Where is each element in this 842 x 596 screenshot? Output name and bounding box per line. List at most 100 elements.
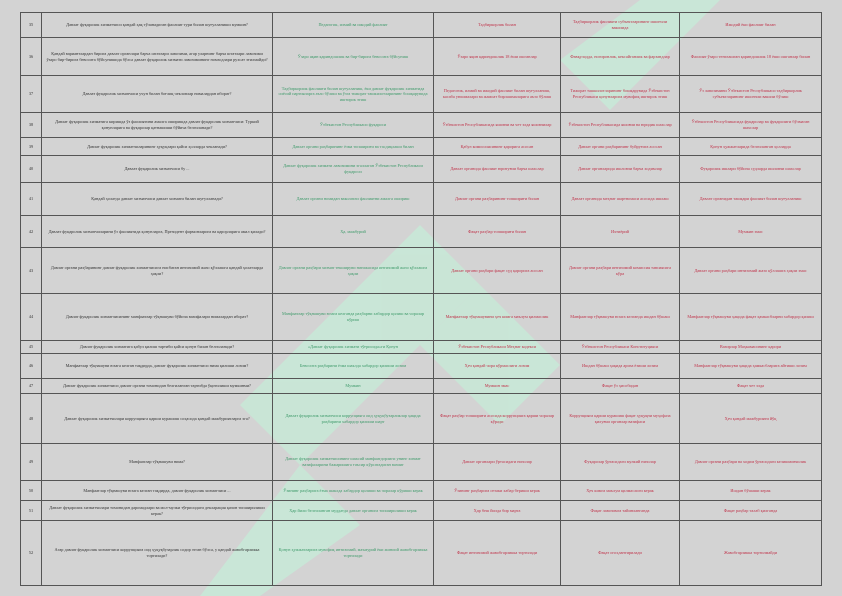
question-number: 52 (20, 520, 42, 586)
table-row: 38 Давлат фуқаролик хизматига киришда ўз … (20, 112, 822, 138)
correct-answer: Давлат органи раҳбарининг ёзма топшириғи… (272, 137, 434, 156)
table-row: 39 Давлат фуқаролик хизматчиларининг ҳуқу… (20, 137, 822, 156)
question-number: 35 (20, 12, 42, 38)
wrong-answer: Жавобгарликка тортилмайди (679, 520, 822, 586)
table-row: 36 Қандай вариантлардан бирига давлат орг… (20, 37, 822, 76)
wrong-answer: Тижорат ташкилотларининг бошқарувида Ўзб… (560, 75, 680, 113)
wrong-answer: Ихтиёрий (560, 215, 680, 248)
table-row: 35 Давлат фуқаролик хизматчиси қандай ҳақ… (20, 12, 822, 38)
question-number: 43 (20, 247, 42, 294)
wrong-answer: Фуқаролик ишлари бўйича судларда ишловчи… (679, 155, 822, 183)
correct-answer: Манфаатлар тўқнашуви юзага келганда раҳб… (272, 293, 434, 341)
wrong-answer: Давлат органи раҳбари интизомий комиссия… (560, 247, 680, 294)
question-text: Давлат фуқаролик хизматига қабул қилиш т… (41, 340, 273, 354)
table-row: 52 Агар давлат фуқаролик хизматчиси корру… (20, 520, 822, 586)
wrong-answer: Ўзбекистон Республикаси Меҳнат кодекси (433, 340, 561, 354)
table-row: 48 Давлат фуқаролик хизматчилари коррупци… (20, 393, 822, 444)
question-number: 38 (20, 112, 42, 138)
wrong-answer: Ҳеч қандай чора кўрмаслиги лозим (433, 353, 561, 379)
question-text: Давлат фуқаролик хизматчиларини ўз фаоли… (41, 215, 273, 248)
wrong-answer: Ҳеч қандай мажбурияти йўқ (679, 393, 822, 444)
wrong-answer: Қонун ҳужжатларида белгиланган ҳолларда (679, 137, 822, 156)
wrong-answer: Давлат органи раҳбари интизомий жазо қўл… (679, 247, 822, 294)
wrong-answer: Фақат лавозимга тайинланганда (560, 500, 680, 521)
correct-answer: Мумкин (272, 378, 434, 394)
question-text: Давлат фуқаролик хизматчиси қандай ҳақ т… (41, 12, 273, 38)
question-text: Қандай вариантлардан бирига давлат орган… (41, 37, 273, 76)
wrong-answer: Фақат интизомий жавобгарликка тортилади (433, 520, 561, 586)
table-row: 42 Давлат фуқаролик хизматчиларини ўз фао… (20, 215, 822, 248)
table-row: 45 Давлат фуқаролик хизматига қабул қилиш… (20, 340, 822, 354)
wrong-answer: Тадбиркорлик билан (433, 12, 561, 38)
wrong-answer: Ишдан бўшаш ҳақида ариза ёзиши лозим (560, 353, 680, 379)
correct-answer: Давлат фуқаролик хизматчисининг шахсий м… (272, 443, 434, 481)
question-text: Манфаатлар тўқнашуви нима? (41, 443, 273, 481)
wrong-answer: Ўзбекистон Республикасида фуқаролар ва ф… (679, 112, 822, 138)
table-row: 47 Давлат фуқаролик хизматчиси давлат орг… (20, 378, 822, 394)
correct-answer: Қонун ҳужжатларига мувофиқ интизомий, ма… (272, 520, 434, 586)
table-row: 43 Давлат органи раҳбарининг давлат фуқар… (20, 247, 822, 294)
question-number: 46 (20, 353, 42, 379)
wrong-answer: Коррупцияга қарши курашиш фақат ҳуқуқни … (560, 393, 680, 444)
correct-answer: Тадбиркорлик фаолияти билан шуғулланиш, … (272, 75, 434, 113)
wrong-answer: Фақат раҳбар талаб қилганда (679, 500, 822, 521)
wrong-answer: Манфаатлар тўқнашуви ҳақида фақат ҳамкас… (679, 293, 822, 341)
table-row: 44 Давлат фуқаролик хизматчисининг манфаа… (20, 293, 822, 341)
wrong-answer: Фаолият ўзаро тенглашган қариндошлик 18 … (679, 37, 822, 76)
wrong-answer: Тадбиркорлик фаолияти субъектларининг иш… (560, 12, 680, 38)
wrong-answer: Фақат раҳбар топшириғи асосида коррупция… (433, 393, 561, 444)
question-number: 48 (20, 393, 42, 444)
question-text: Давлат фуқаролик хизматига киришда ўз фа… (41, 112, 273, 138)
wrong-answer: Ўз лавозимини Ўзбекистон Республикаси та… (679, 75, 822, 113)
question-text: Давлат фуқаролик хизматчиси бу ... (41, 155, 273, 183)
wrong-answer: Вазирлар Маҳкамасининг қарори (679, 340, 822, 354)
table-row: 51 Давлат фуқаролик хизматчилари томонида… (20, 500, 822, 521)
wrong-answer: Давлат органи раҳбари фақат суд қарорига… (433, 247, 561, 294)
correct-answer: Ҳар йили белгиланган муддатда давлат орг… (272, 500, 434, 521)
question-text: Агар давлат фуқаролик хизматчиси коррупц… (41, 520, 273, 586)
question-text: Давлат фуқаролик хизматчилари томонидан … (41, 500, 273, 521)
wrong-answer: Давлат органи раҳбарининг буйруғига асос… (560, 137, 680, 156)
wrong-answer: Фавқулодда, ногиронлик, кексайганлик ва … (560, 37, 680, 76)
table-row: 46 Манфаатлар тўқнашуви юзага келган тақд… (20, 353, 822, 379)
question-number: 49 (20, 443, 42, 481)
question-number: 37 (20, 75, 42, 113)
wrong-answer: Давлат органи раҳбарининг топшириғи била… (433, 182, 561, 216)
question-number: 45 (20, 340, 42, 354)
wrong-answer: Манфаатлар тўқнашувини ҳеч кимга маълум … (433, 293, 561, 341)
correct-answer: Ўзбекистон Республикаси фуқароси (272, 112, 434, 138)
question-number: 42 (20, 215, 42, 248)
wrong-answer: Фуқаролар ўртасидаги мулкий низолар (560, 443, 680, 481)
table-row: 50 Манфаатлар тўқнашуви юзага келган тақд… (20, 480, 822, 501)
wrong-answer: Ўзбекистон Республикасида яшовчи ва чет … (433, 112, 561, 138)
wrong-answer: Давлат органидан ташқари фаолият билан ш… (679, 182, 822, 216)
wrong-answer: Манфаатлар тўқнашуви юзага келганда ишда… (560, 293, 680, 341)
wrong-answer: Давлат органида фаолият юритувчи барча ш… (433, 155, 561, 183)
correct-answer: Ҳа, мажбурий (272, 215, 434, 248)
question-number: 51 (20, 500, 42, 521)
wrong-answer: Ҳар беш йилда бир марта (433, 500, 561, 521)
table-row: 37 Давлат фуқаролик хизматчиси учун билан… (20, 75, 822, 113)
question-text: Манфаатлар тўқнашуви юзага келган тақдир… (41, 353, 273, 379)
wrong-answer: Давлат органларида ишловчи барча ходимла… (560, 155, 680, 183)
question-text: Давлат фуқаролик хизматчисининг манфаатл… (41, 293, 273, 341)
wrong-answer: Ҳеч кимга маълум қилмаслиги керак (560, 480, 680, 501)
question-text: Қандай ҳолатда давлат хизматчиси давлат … (41, 182, 273, 216)
wrong-answer: Фақат огоҳлантирилади (560, 520, 680, 586)
wrong-answer: Қабул комиссиясининг қарорига асосан (433, 137, 561, 156)
question-text: Давлат фуқаролик хизматчиси учун билан б… (41, 75, 273, 113)
correct-answer: Давлат фуқаролик хизматчиси коррупцияга … (272, 393, 434, 444)
wrong-answer: Фақат раҳбар топшириғи билан (433, 215, 561, 248)
wrong-answer: Ўзининг раҳбарига оғзаки хабар бериши ке… (433, 480, 561, 501)
questions-table: 35 Давлат фуқаролик хизматчиси қандай ҳақ… (20, 12, 822, 586)
question-number: 50 (20, 480, 42, 501)
wrong-answer: Фақат ўз ҳисобидан (560, 378, 680, 394)
question-text: Давлат органи раҳбарининг давлат фуқарол… (41, 247, 273, 294)
wrong-answer: Мумкин эмас (679, 215, 822, 248)
correct-answer: Педагогик, илмий ва ижодий фаолият (272, 12, 434, 38)
wrong-answer: Манфаатлар тўқнашуви ҳақида ҳамкасблариг… (679, 353, 822, 379)
question-number: 47 (20, 378, 42, 394)
wrong-answer: Ижодий ёки фаолият билан (679, 12, 822, 38)
question-number: 40 (20, 155, 42, 183)
question-number: 41 (20, 182, 42, 216)
